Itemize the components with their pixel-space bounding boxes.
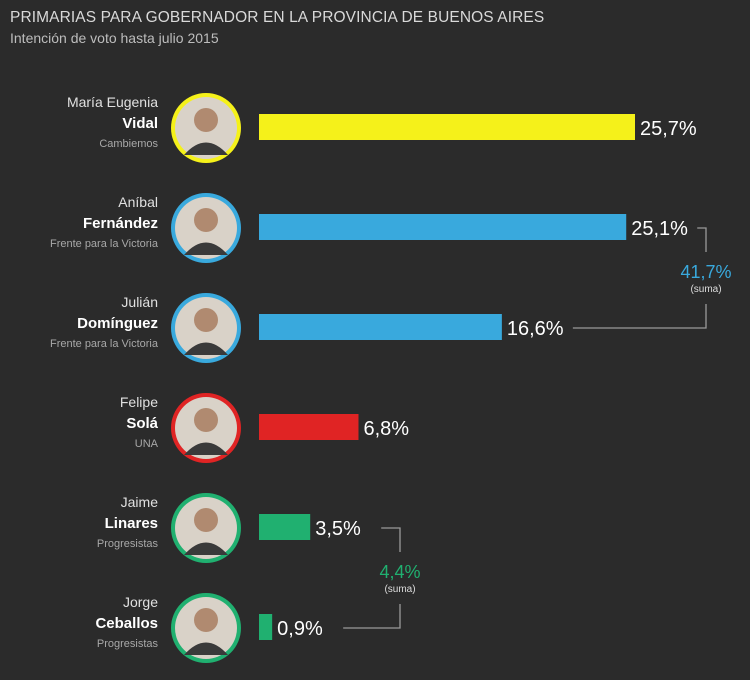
bar-value-label: 16,6% xyxy=(507,318,564,340)
candidate-first-name: Aníbal xyxy=(118,194,158,210)
candidate-party: Progresistas xyxy=(97,538,159,550)
bar xyxy=(259,514,311,540)
sum-bracket-bottom xyxy=(343,604,401,629)
candidate-last-name: Ceballos xyxy=(95,615,158,632)
avatar-head xyxy=(194,608,218,632)
candidate-last-name: Solá xyxy=(126,415,158,432)
sum-bracket-top xyxy=(381,527,401,552)
avatar-body xyxy=(184,142,228,155)
sum-note-label: (suma) xyxy=(690,284,721,295)
bar xyxy=(259,314,502,340)
bar xyxy=(259,114,635,140)
chart-title: PRIMARIAS PARA GOBERNADOR EN LA PROVINCI… xyxy=(10,9,545,26)
sum-bracket-bottom xyxy=(572,304,707,329)
bar xyxy=(259,214,627,240)
avatar-body xyxy=(184,342,228,355)
candidate-party: Progresistas xyxy=(97,638,159,650)
avatar-head xyxy=(194,508,218,532)
avatar-body xyxy=(184,642,228,655)
avatar-head xyxy=(194,308,218,332)
candidate-first-name: María Eugenia xyxy=(67,94,158,110)
candidate-first-name: Julián xyxy=(121,294,158,310)
bar xyxy=(259,414,359,440)
bar xyxy=(259,614,273,640)
candidate-party: Frente para la Victoria xyxy=(50,338,159,350)
avatar-body xyxy=(184,442,228,455)
bar-value-label: 25,1% xyxy=(631,218,688,240)
avatar-head xyxy=(194,408,218,432)
candidate-last-name: Domínguez xyxy=(77,315,158,332)
sum-value-label: 4,4% xyxy=(379,562,420,582)
candidate-last-name: Linares xyxy=(105,515,158,532)
bar-value-label: 6,8% xyxy=(363,418,409,440)
chart-subtitle: Intención de voto hasta julio 2015 xyxy=(10,30,219,46)
candidate-last-name: Vidal xyxy=(122,115,158,132)
bar-value-label: 0,9% xyxy=(277,618,323,640)
candidate-first-name: Jorge xyxy=(123,594,158,610)
candidate-party: UNA xyxy=(135,438,159,450)
candidate-first-name: Felipe xyxy=(120,394,158,410)
avatar-head xyxy=(194,108,218,132)
sum-bracket-top xyxy=(697,227,707,252)
bar-value-label: 25,7% xyxy=(640,118,697,140)
sum-value-label: 41,7% xyxy=(680,262,731,282)
avatar-body xyxy=(184,542,228,555)
sum-note-label: (suma) xyxy=(384,584,415,595)
candidate-first-name: Jaime xyxy=(121,494,159,510)
bar-value-label: 3,5% xyxy=(315,518,361,540)
candidate-last-name: Fernández xyxy=(83,215,158,232)
avatar-body xyxy=(184,242,228,255)
candidate-party: Cambiemos xyxy=(99,138,158,150)
avatar-head xyxy=(194,208,218,232)
candidate-party: Frente para la Victoria xyxy=(50,238,159,250)
